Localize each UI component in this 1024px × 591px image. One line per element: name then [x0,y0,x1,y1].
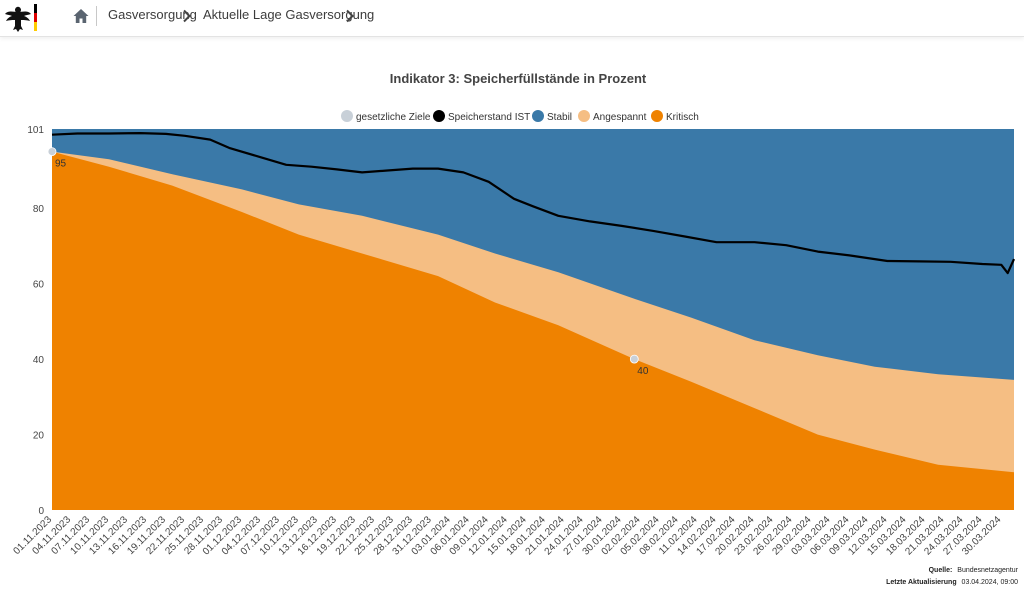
legend-item-angespannt[interactable]: Angespannt [578,110,647,123]
home-icon[interactable] [72,7,90,25]
storage-chart: Indikator 3: Speicherfüllstände in Proze… [11,71,1019,586]
breadcrumb-gasversorgung[interactable]: Gasversorgung [108,7,197,22]
legend-marker-angespannt [578,110,590,122]
federal-eagle-icon [5,4,37,32]
kritisch-area [52,151,1014,510]
legend-label-stabil: Stabil [547,112,572,123]
y-tick-label: 60 [33,280,45,291]
y-tick-label: 40 [33,355,45,366]
source-label: Quelle: [929,567,953,574]
breadcrumb-separator [96,6,97,26]
update-value: 03.04.2024, 09:00 [962,579,1019,586]
breadcrumb-aktuelle-lage[interactable]: Aktuelle Lage Gasversorgung [203,7,375,22]
chart-title: Indikator 3: Speicherfüllstände in Proze… [390,71,647,86]
update-label: Letzte Aktualisierung [886,579,957,586]
legend-marker-stabil [532,110,544,122]
y-tick-label: 101 [27,125,44,136]
legend-marker-ist [433,110,445,122]
legend-item-speicherstand-ist[interactable]: Speicherstand IST [433,110,530,123]
target-point [47,147,57,157]
x-axis: 01.11.202304.11.202307.11.202310.11.2023… [11,514,1003,557]
target-label: 40 [637,366,649,377]
legend-item-kritisch[interactable]: Kritisch [651,110,699,123]
y-axis: 0 20 40 60 80 101 [27,125,44,517]
legend-marker-kritisch [651,110,663,122]
top-navigation-bar: Gasversorgung Aktuelle Lage Gasversorgun… [0,0,1024,37]
legend-label-kritisch: Kritisch [666,112,699,123]
speicherstand-ist-line [51,132,1016,275]
legend-item-stabil[interactable]: Stabil [532,110,572,123]
plot-area: 95 40 [47,129,1016,510]
legend-label-ziele: gesetzliche Ziele [356,112,431,123]
source-note: Quelle: Bundesnetzagentur [929,567,1019,574]
update-note: Letzte Aktualisierung 03.04.2024, 09:00 [886,579,1018,586]
y-tick-label: 0 [38,506,44,517]
legend-marker-ziele [341,110,353,122]
legend-item-gesetzliche-ziele[interactable]: gesetzliche Ziele [341,110,431,123]
chevron-right-icon [183,9,191,23]
y-tick-label: 20 [33,431,45,442]
source-value: Bundesnetzagentur [957,567,1018,574]
legend-label-ist: Speicherstand IST [448,112,530,123]
legend-label-angespannt: Angespannt [593,112,647,123]
y-tick-label: 80 [33,204,45,215]
target-point [629,354,639,364]
target-label: 95 [55,159,67,170]
chevron-right-icon [346,9,354,23]
